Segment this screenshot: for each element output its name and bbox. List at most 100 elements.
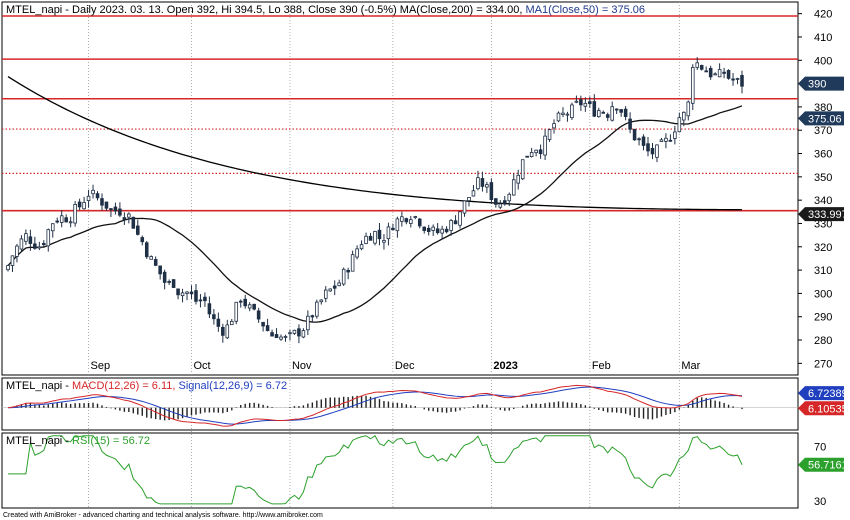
candle-body (511, 179, 516, 196)
candle-body (37, 246, 42, 249)
x-tick-label: Mar (681, 360, 700, 372)
candle-body (650, 147, 655, 155)
ma50-legend: MA1(Close,50) = 375.06 (525, 4, 645, 16)
rsi-y-tick-label: 30 (814, 496, 826, 508)
macd-badge-text: 6.10535 (808, 403, 848, 415)
candle-body (673, 131, 677, 139)
candle-body (261, 321, 265, 327)
close-price-badge-text: 390 (808, 79, 826, 91)
signal-legend: Signal(12,26,9) = 6.72 (179, 380, 288, 392)
candle-body (400, 216, 404, 222)
candle-body (355, 248, 359, 258)
candle-body (583, 102, 588, 107)
candle-body (440, 228, 444, 234)
candle-body (449, 220, 453, 231)
candle-body (735, 78, 740, 80)
candle-body (570, 104, 574, 119)
candle-body (131, 216, 136, 229)
rsi-y-tick-label: 70 (814, 442, 826, 454)
candle-body (149, 256, 153, 260)
candle-body (33, 243, 37, 249)
ma200-badge-text: 333.997 (808, 209, 848, 221)
candle-body (556, 112, 561, 122)
candle-body (50, 223, 55, 232)
candle-body (221, 326, 225, 336)
candle-body (243, 298, 247, 307)
candle-body (494, 198, 498, 205)
candle-body (503, 200, 507, 205)
candle-body (498, 203, 503, 208)
candle-body (288, 332, 292, 335)
candle-body (605, 114, 610, 118)
candle-body (579, 99, 583, 106)
candle-body (395, 218, 400, 232)
price-panel-title: MTEL_napi - Daily 2023. 03. 13. Open 392… (6, 4, 645, 16)
candle-body (426, 227, 431, 233)
candle-body (216, 318, 221, 327)
candle-body (42, 243, 46, 246)
candle-body (234, 301, 239, 322)
candle-body (695, 62, 700, 68)
ma50-line (7, 105, 743, 323)
y-tick-label: 410 (814, 32, 832, 44)
candle-body (373, 230, 377, 244)
candle-body (462, 200, 467, 214)
y-tick-label: 380 (814, 102, 832, 114)
candle-body (337, 282, 341, 287)
candle-body (364, 235, 368, 244)
x-tick-label: Sep (91, 360, 111, 372)
candle-body (552, 123, 556, 129)
candle-body (270, 332, 274, 337)
candle-body (588, 101, 592, 104)
candle-body (140, 237, 145, 243)
candle-body (265, 325, 270, 332)
candle-body (15, 245, 19, 257)
candle-body (534, 149, 538, 154)
candle-body (619, 109, 623, 113)
candle-body (543, 135, 547, 156)
y-tick-label: 360 (814, 149, 832, 161)
candle-body (614, 108, 619, 111)
candle-body (73, 204, 77, 224)
macd-line (7, 384, 743, 427)
candle-body (597, 110, 601, 118)
candle-body (561, 112, 565, 115)
candle-body (252, 303, 256, 310)
ma200-legend: MA(Close,200) = 334.00, (400, 4, 526, 16)
rsi-legend: RSI(15) = 56.72 (72, 435, 150, 447)
candle-body (516, 174, 520, 184)
close-price-badge: 390 (798, 76, 844, 91)
candle-body (189, 291, 194, 295)
candle-body (690, 67, 695, 104)
candle-body (628, 118, 632, 130)
candle-body (699, 65, 704, 70)
candle-body (520, 159, 525, 180)
candle-body (279, 336, 283, 340)
candle-body (59, 215, 64, 223)
footer-text: Created with AmiBroker - advanced charti… (3, 512, 323, 519)
signal-badge-shape (798, 386, 844, 401)
x-tick-label: Oct (194, 360, 211, 372)
candle-body (377, 229, 382, 240)
candle-body (547, 129, 552, 140)
candle-body (203, 296, 207, 302)
candle-body (127, 213, 131, 218)
candle-body (409, 219, 413, 224)
macd-badge: 6.10535 (798, 401, 848, 416)
candle-body (28, 236, 33, 244)
candle-body (637, 138, 641, 141)
candle-body (46, 229, 51, 247)
signal-badge: 6.72389 (798, 386, 848, 401)
candle-body (95, 193, 100, 199)
ma200-badge: 333.997 (798, 207, 848, 222)
candle-body (713, 73, 717, 76)
candle-body (10, 255, 15, 266)
candle-body (435, 228, 440, 234)
candle-body (359, 244, 364, 250)
candle-body (136, 225, 140, 235)
macd-badge-shape (798, 401, 844, 416)
candle-body (212, 314, 216, 320)
candle-body (310, 315, 315, 318)
candle-body (113, 206, 118, 212)
